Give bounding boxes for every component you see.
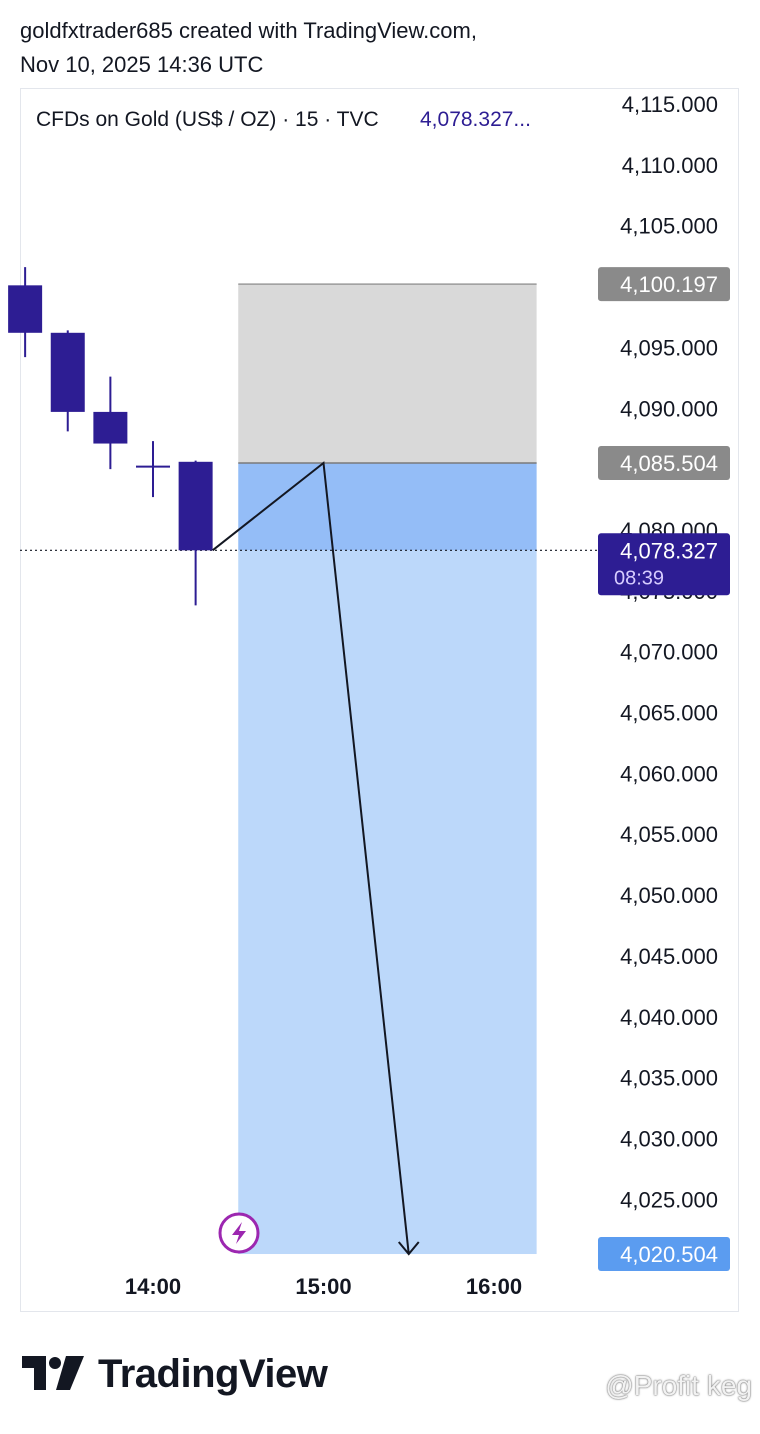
arrow-head-icon (397, 1241, 420, 1256)
target-price-badge[interactable]: 4,100.197 (598, 267, 730, 302)
x-tick-label: 14:00 (125, 1274, 181, 1299)
y-tick-label: 4,025.000 (620, 1187, 718, 1212)
y-tick-label: 4,065.000 (620, 701, 718, 726)
countdown-label: 08:39 (614, 567, 664, 589)
y-tick-label: 4,060.000 (620, 761, 718, 786)
price-badges: 4,100.197 4,085.504 4,020.504 4,078.327 08:3… (598, 267, 730, 1272)
lightning-icon[interactable] (218, 1212, 260, 1254)
target-price-badge-label: 4,100.197 (620, 272, 718, 297)
symbol-title: CFDs on Gold (US$ / OZ) · 15 · TVC (36, 108, 379, 131)
author-line: goldfxtrader685 created with TradingView… (20, 18, 477, 43)
candle[interactable] (136, 441, 170, 498)
y-tick-label: 4,105.000 (620, 214, 718, 239)
current-price-badge-bg (598, 533, 730, 596)
y-tick-label: 4,035.000 (620, 1066, 718, 1091)
entry-price-badge-label: 4,085.504 (620, 451, 718, 476)
current-price-badge-label: 4,078.327 (620, 538, 718, 563)
x-axis: 14:00 15:00 16:00 (125, 1274, 522, 1299)
candle-body (178, 461, 213, 551)
candle-body (93, 411, 128, 444)
timestamp-line: Nov 10, 2025 14:36 UTC (20, 52, 264, 77)
y-tick-label: 4,070.000 (620, 640, 718, 665)
chart-header: goldfxtrader685 created with TradingView… (20, 14, 477, 82)
stop-price-badge[interactable]: 4,020.504 (598, 1237, 730, 1272)
projection-path (212, 461, 420, 1256)
y-tick-label: 4,045.000 (620, 944, 718, 969)
candles (8, 267, 213, 606)
candle[interactable] (93, 376, 128, 470)
stop-zone-active[interactable] (238, 462, 537, 551)
candle[interactable] (178, 460, 213, 606)
candle-body (8, 285, 43, 333)
candle[interactable] (8, 267, 43, 358)
y-tick-label: 4,110.000 (622, 153, 718, 178)
y-tick-label: 4,115.000 (622, 92, 718, 117)
y-tick-label: 4,090.000 (620, 396, 718, 421)
entry-price-badge[interactable]: 4,085.504 (598, 445, 730, 480)
stop-zone[interactable] (238, 550, 537, 1255)
y-tick-label: 4,055.000 (620, 822, 718, 847)
candle[interactable] (50, 330, 85, 432)
symbol-price: 4,078.327... (420, 108, 531, 131)
candle-body (50, 332, 85, 412)
x-tick-label: 15:00 (295, 1274, 351, 1299)
x-tick-label: 16:00 (466, 1274, 522, 1299)
y-tick-label: 4,050.000 (620, 883, 718, 908)
stop-price-badge-label: 4,020.504 (620, 1242, 718, 1267)
tradingview-logo[interactable]: TradingView (22, 1350, 328, 1398)
chart-frame (20, 88, 739, 1312)
target-zone[interactable] (238, 284, 537, 463)
current-price-badge[interactable]: 4,078.327 08:39 (598, 533, 730, 596)
tradingview-mark-icon (22, 1356, 84, 1390)
projection-line[interactable] (212, 461, 410, 1255)
y-tick-label: 4,095.000 (620, 335, 718, 360)
entry-price-badge-bg (598, 445, 730, 480)
y-tick-label: 4,030.000 (620, 1126, 718, 1151)
target-price-badge-bg (598, 267, 730, 302)
y-tick-label: 4,040.000 (620, 1005, 718, 1030)
position-zones (238, 283, 537, 1255)
watermark: @Profit keg (605, 1370, 752, 1401)
brand-name: TradingView (98, 1351, 328, 1396)
stop-price-badge-bg (598, 1237, 730, 1272)
